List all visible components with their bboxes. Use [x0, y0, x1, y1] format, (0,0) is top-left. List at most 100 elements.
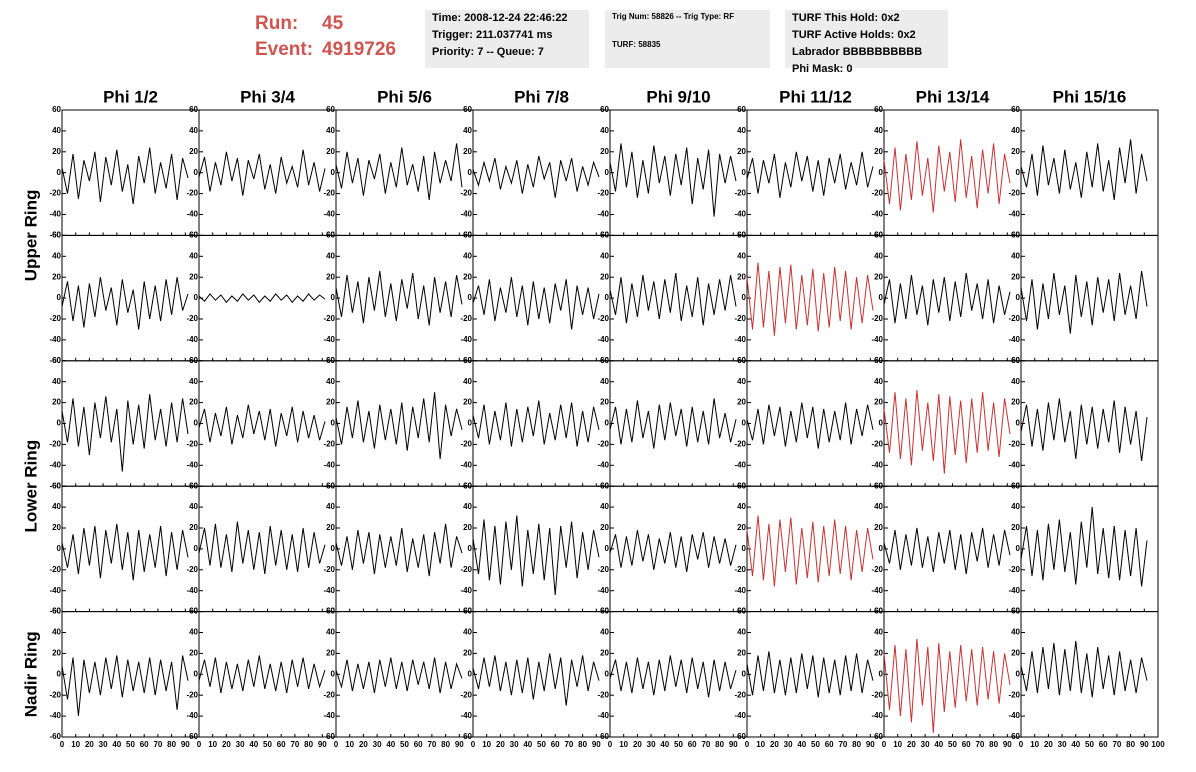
y-tick-label: -40 [323, 210, 335, 219]
x-tick-label: 100 [1151, 740, 1165, 749]
waveform [1020, 398, 1148, 462]
y-tick-label: -60 [460, 732, 472, 741]
y-tick-label: 60 [874, 607, 883, 616]
y-tick-label: 20 [737, 523, 746, 532]
x-tick-label: 40 [1071, 740, 1080, 749]
x-tick-label: 70 [975, 740, 984, 749]
column-header: Phi 1/2 [103, 87, 158, 106]
y-tick-label: 20 [874, 272, 883, 281]
waveform [61, 655, 189, 717]
y-tick-label: -60 [871, 732, 883, 741]
panel: -60 -40 -20 0 20 40 60 0 10 20 30 40 50 60 70 80 90 [871, 607, 1022, 749]
panel: -60 -40 -20 0 20 40 60 0 10 20 30 40 50 60 70 80 90 [460, 607, 611, 749]
y-tick-label: -20 [323, 440, 335, 449]
y-tick-label: 60 [1011, 356, 1020, 365]
y-tick-label: 0 [468, 544, 473, 553]
y-tick-label: -20 [1008, 189, 1020, 198]
y-tick-label: 40 [737, 251, 746, 260]
y-tick-label: 40 [463, 377, 472, 386]
waveform [61, 523, 189, 581]
event-value: 4919726 [322, 39, 396, 60]
info-box [605, 10, 770, 68]
x-tick-label: 40 [934, 740, 943, 749]
y-tick-label: -40 [1008, 335, 1020, 344]
waveform [746, 651, 874, 698]
waveform [198, 655, 326, 694]
y-tick-label: 0 [1016, 419, 1021, 428]
y-tick-label: 0 [331, 293, 336, 302]
y-tick-label: -40 [460, 586, 472, 595]
y-tick-label: 40 [52, 377, 61, 386]
waveform [609, 143, 737, 217]
y-tick-label: -20 [186, 314, 198, 323]
y-tick-label: 40 [463, 126, 472, 135]
y-tick-label: 20 [326, 272, 335, 281]
info-line: TURF This Hold: 0x2 [792, 12, 900, 24]
y-tick-label: -20 [597, 189, 609, 198]
x-tick-label: 50 [537, 740, 546, 749]
x-tick-label: 20 [633, 740, 642, 749]
x-tick-label: 40 [249, 740, 258, 749]
y-tick-label: 40 [1011, 502, 1020, 511]
x-tick-label: 20 [496, 740, 505, 749]
y-tick-label: 40 [52, 502, 61, 511]
x-tick-label: 80 [441, 740, 450, 749]
y-tick-label: -40 [734, 586, 746, 595]
y-tick-label: -20 [597, 440, 609, 449]
y-tick-label: -20 [597, 314, 609, 323]
x-tick-label: 70 [427, 740, 436, 749]
x-tick-label: 50 [400, 740, 409, 749]
y-tick-label: -40 [734, 460, 746, 469]
y-tick-label: 20 [737, 147, 746, 156]
waveform [472, 277, 600, 330]
panel: -60 -40 -20 0 20 40 60 0 10 20 30 40 50 60 70 80 90 [49, 607, 200, 749]
x-tick-label: 60 [1099, 740, 1108, 749]
x-tick-label: 60 [688, 740, 697, 749]
y-tick-label: 20 [326, 649, 335, 658]
y-tick-label: -40 [49, 586, 61, 595]
x-tick-label: 90 [592, 740, 601, 749]
x-tick-label: 70 [1112, 740, 1121, 749]
y-tick-label: 20 [189, 398, 198, 407]
x-tick-label: 30 [921, 740, 930, 749]
x-tick-label: 90 [1140, 740, 1149, 749]
x-tick-label: 10 [482, 740, 491, 749]
y-tick-label: 60 [463, 481, 472, 490]
y-tick-label: 60 [326, 105, 335, 114]
y-tick-label: 60 [326, 481, 335, 490]
y-tick-label: -20 [734, 565, 746, 574]
y-tick-label: 0 [331, 419, 336, 428]
waveform [883, 638, 1011, 733]
y-tick-label: -20 [49, 314, 61, 323]
x-tick-label: 30 [510, 740, 519, 749]
y-tick-label: -40 [597, 335, 609, 344]
panel: -60 -40 -20 0 20 40 60 0 10 20 30 40 50 60 70 80 90 [323, 607, 474, 749]
y-tick-label: -40 [49, 210, 61, 219]
y-tick-label: -20 [1008, 690, 1020, 699]
y-tick-label: 60 [600, 607, 609, 616]
y-tick-label: 20 [874, 523, 883, 532]
x-tick-label: 20 [85, 740, 94, 749]
waveform [1020, 507, 1148, 587]
y-tick-label: 20 [600, 272, 609, 281]
y-tick-label: 40 [737, 628, 746, 637]
x-tick-label: 90 [455, 740, 464, 749]
y-tick-label: -40 [597, 711, 609, 720]
y-tick-label: 0 [742, 168, 747, 177]
y-tick-label: 0 [605, 419, 610, 428]
y-tick-label: -20 [734, 314, 746, 323]
waveform [609, 655, 737, 698]
y-tick-label: 40 [463, 251, 472, 260]
y-tick-label: -20 [49, 440, 61, 449]
y-tick-label: 20 [737, 398, 746, 407]
y-tick-label: -60 [186, 732, 198, 741]
y-tick-label: 0 [468, 669, 473, 678]
y-tick-label: 40 [737, 377, 746, 386]
x-tick-label: 0 [334, 740, 339, 749]
